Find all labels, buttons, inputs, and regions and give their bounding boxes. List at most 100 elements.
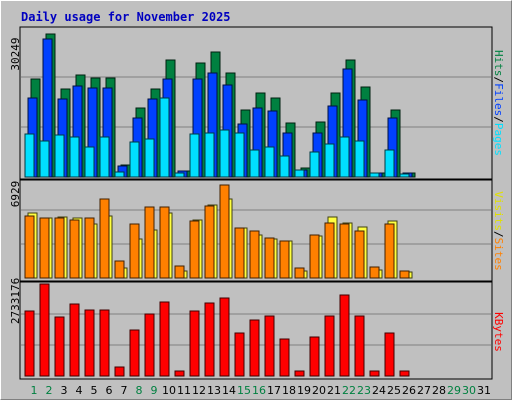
day-label-16: 16 bbox=[252, 384, 266, 397]
bar-sites-day-2 bbox=[39, 217, 50, 279]
bar-kbytes-day-10 bbox=[159, 301, 170, 377]
bar-pages-day-2 bbox=[39, 140, 50, 178]
day-label-2: 2 bbox=[46, 384, 53, 397]
bar-kbytes-day-4 bbox=[69, 303, 80, 377]
day-label-17: 17 bbox=[267, 384, 281, 397]
bar-pages-day-6 bbox=[99, 136, 110, 178]
bar-kbytes-day-1 bbox=[24, 310, 35, 377]
bar-sites-day-1 bbox=[24, 215, 35, 279]
bar-kbytes-day-7 bbox=[114, 366, 125, 377]
bar-sites-day-8 bbox=[129, 223, 140, 279]
bar-sites-day-11 bbox=[174, 265, 185, 279]
bar-pages-day-12 bbox=[189, 133, 200, 178]
day-label-26: 26 bbox=[402, 384, 416, 397]
chart-title: Daily usage for November 2025 bbox=[21, 10, 231, 24]
day-label-25: 25 bbox=[387, 384, 401, 397]
bar-pages-day-10 bbox=[159, 97, 170, 178]
day-label-13: 13 bbox=[207, 384, 221, 397]
bar-pages-day-11 bbox=[174, 172, 185, 178]
bar-kbytes-day-17 bbox=[264, 315, 275, 377]
day-label-23: 23 bbox=[357, 384, 371, 397]
day-label-1: 1 bbox=[31, 384, 38, 397]
bar-kbytes-day-2 bbox=[39, 283, 50, 377]
bar-pages-day-24 bbox=[369, 172, 380, 178]
bar-kbytes-day-19 bbox=[294, 370, 305, 377]
sites-visits-bars bbox=[21, 184, 491, 279]
day-axis: 1 2 3 4 5 6 7 8 9 10 11 12 13 14 15 16 17 18 19 20 21 22 23 24 2… bbox=[31, 384, 492, 397]
bar-sites-day-19 bbox=[294, 267, 305, 279]
day-label-9: 9 bbox=[151, 384, 158, 397]
bar-pages-day-20 bbox=[309, 151, 320, 178]
bar-kbytes-day-8 bbox=[129, 329, 140, 377]
bar-sites-day-23 bbox=[354, 230, 365, 279]
day-label-14: 14 bbox=[222, 384, 236, 397]
bar-pages-day-18 bbox=[279, 155, 290, 178]
kbytes-max-label: 2733176 bbox=[9, 278, 22, 324]
bar-kbytes-day-13 bbox=[204, 302, 215, 377]
bar-sites-day-24 bbox=[369, 266, 380, 279]
bar-kbytes-day-16 bbox=[249, 319, 260, 377]
day-label-5: 5 bbox=[91, 384, 98, 397]
bar-kbytes-day-26 bbox=[399, 370, 410, 377]
day-label-28: 28 bbox=[432, 384, 446, 397]
bar-pages-day-15 bbox=[234, 132, 245, 178]
bar-sites-day-3 bbox=[54, 217, 65, 279]
bar-sites-day-10 bbox=[159, 206, 170, 279]
day-label-6: 6 bbox=[106, 384, 113, 397]
bar-sites-day-5 bbox=[84, 217, 95, 279]
bar-sites-day-25 bbox=[384, 223, 395, 279]
bar-sites-day-14 bbox=[219, 184, 230, 279]
bar-pages-day-16 bbox=[249, 149, 260, 178]
bar-kbytes-day-12 bbox=[189, 310, 200, 377]
kbytes-bars bbox=[21, 283, 491, 377]
day-label-22: 22 bbox=[342, 384, 356, 397]
bar-sites-day-26 bbox=[399, 270, 410, 279]
bar-pages-day-23 bbox=[354, 140, 365, 178]
day-label-21: 21 bbox=[327, 384, 341, 397]
bar-kbytes-day-20 bbox=[309, 336, 320, 377]
bar-pages-day-19 bbox=[294, 169, 305, 178]
bar-sites-day-9 bbox=[144, 206, 155, 279]
day-label-12: 12 bbox=[192, 384, 206, 397]
day-label-8: 8 bbox=[136, 384, 143, 397]
bar-kbytes-day-11 bbox=[174, 370, 185, 377]
bar-kbytes-day-22 bbox=[339, 294, 350, 377]
bar-kbytes-day-9 bbox=[144, 313, 155, 377]
bar-kbytes-day-23 bbox=[354, 315, 365, 377]
bar-sites-day-6 bbox=[99, 198, 110, 279]
bar-kbytes-day-21 bbox=[324, 315, 335, 377]
bar-kbytes-day-24 bbox=[369, 370, 380, 377]
hits-files-pages-bars bbox=[21, 33, 491, 178]
bar-pages-day-1 bbox=[24, 133, 35, 178]
bar-pages-day-22 bbox=[339, 136, 350, 178]
bar-pages-day-21 bbox=[324, 143, 335, 178]
bar-sites-day-7 bbox=[114, 260, 125, 279]
bar-pages-day-3 bbox=[54, 134, 65, 178]
bar-pages-day-25 bbox=[384, 149, 395, 178]
bar-sites-day-22 bbox=[339, 223, 350, 279]
bar-pages-day-7 bbox=[114, 171, 125, 178]
bar-pages-day-8 bbox=[129, 141, 140, 178]
day-label-19: 19 bbox=[297, 384, 311, 397]
day-label-3: 3 bbox=[61, 384, 68, 397]
bar-sites-day-17 bbox=[264, 237, 275, 279]
day-label-18: 18 bbox=[282, 384, 296, 397]
bar-kbytes-day-6 bbox=[99, 309, 110, 377]
day-label-20: 20 bbox=[312, 384, 326, 397]
bar-sites-day-12 bbox=[189, 220, 200, 279]
day-label-15: 15 bbox=[237, 384, 251, 397]
bar-sites-day-21 bbox=[324, 222, 335, 279]
bar-sites-day-4 bbox=[69, 219, 80, 279]
bar-pages-day-13 bbox=[204, 132, 215, 178]
sites-visits-legend: Visits/Sites bbox=[492, 191, 505, 271]
kbytes-panel: 2733176 KBytes bbox=[9, 278, 505, 380]
day-label-10: 10 bbox=[162, 384, 176, 397]
day-label-27: 27 bbox=[417, 384, 431, 397]
bar-sites-day-13 bbox=[204, 205, 215, 279]
kbytes-legend: KBytes bbox=[492, 312, 505, 352]
hits-max-label: 30249 bbox=[9, 37, 22, 70]
bar-kbytes-day-25 bbox=[384, 332, 395, 377]
sites-max-label: 6929 bbox=[9, 181, 22, 208]
bar-pages-day-9 bbox=[144, 138, 155, 178]
